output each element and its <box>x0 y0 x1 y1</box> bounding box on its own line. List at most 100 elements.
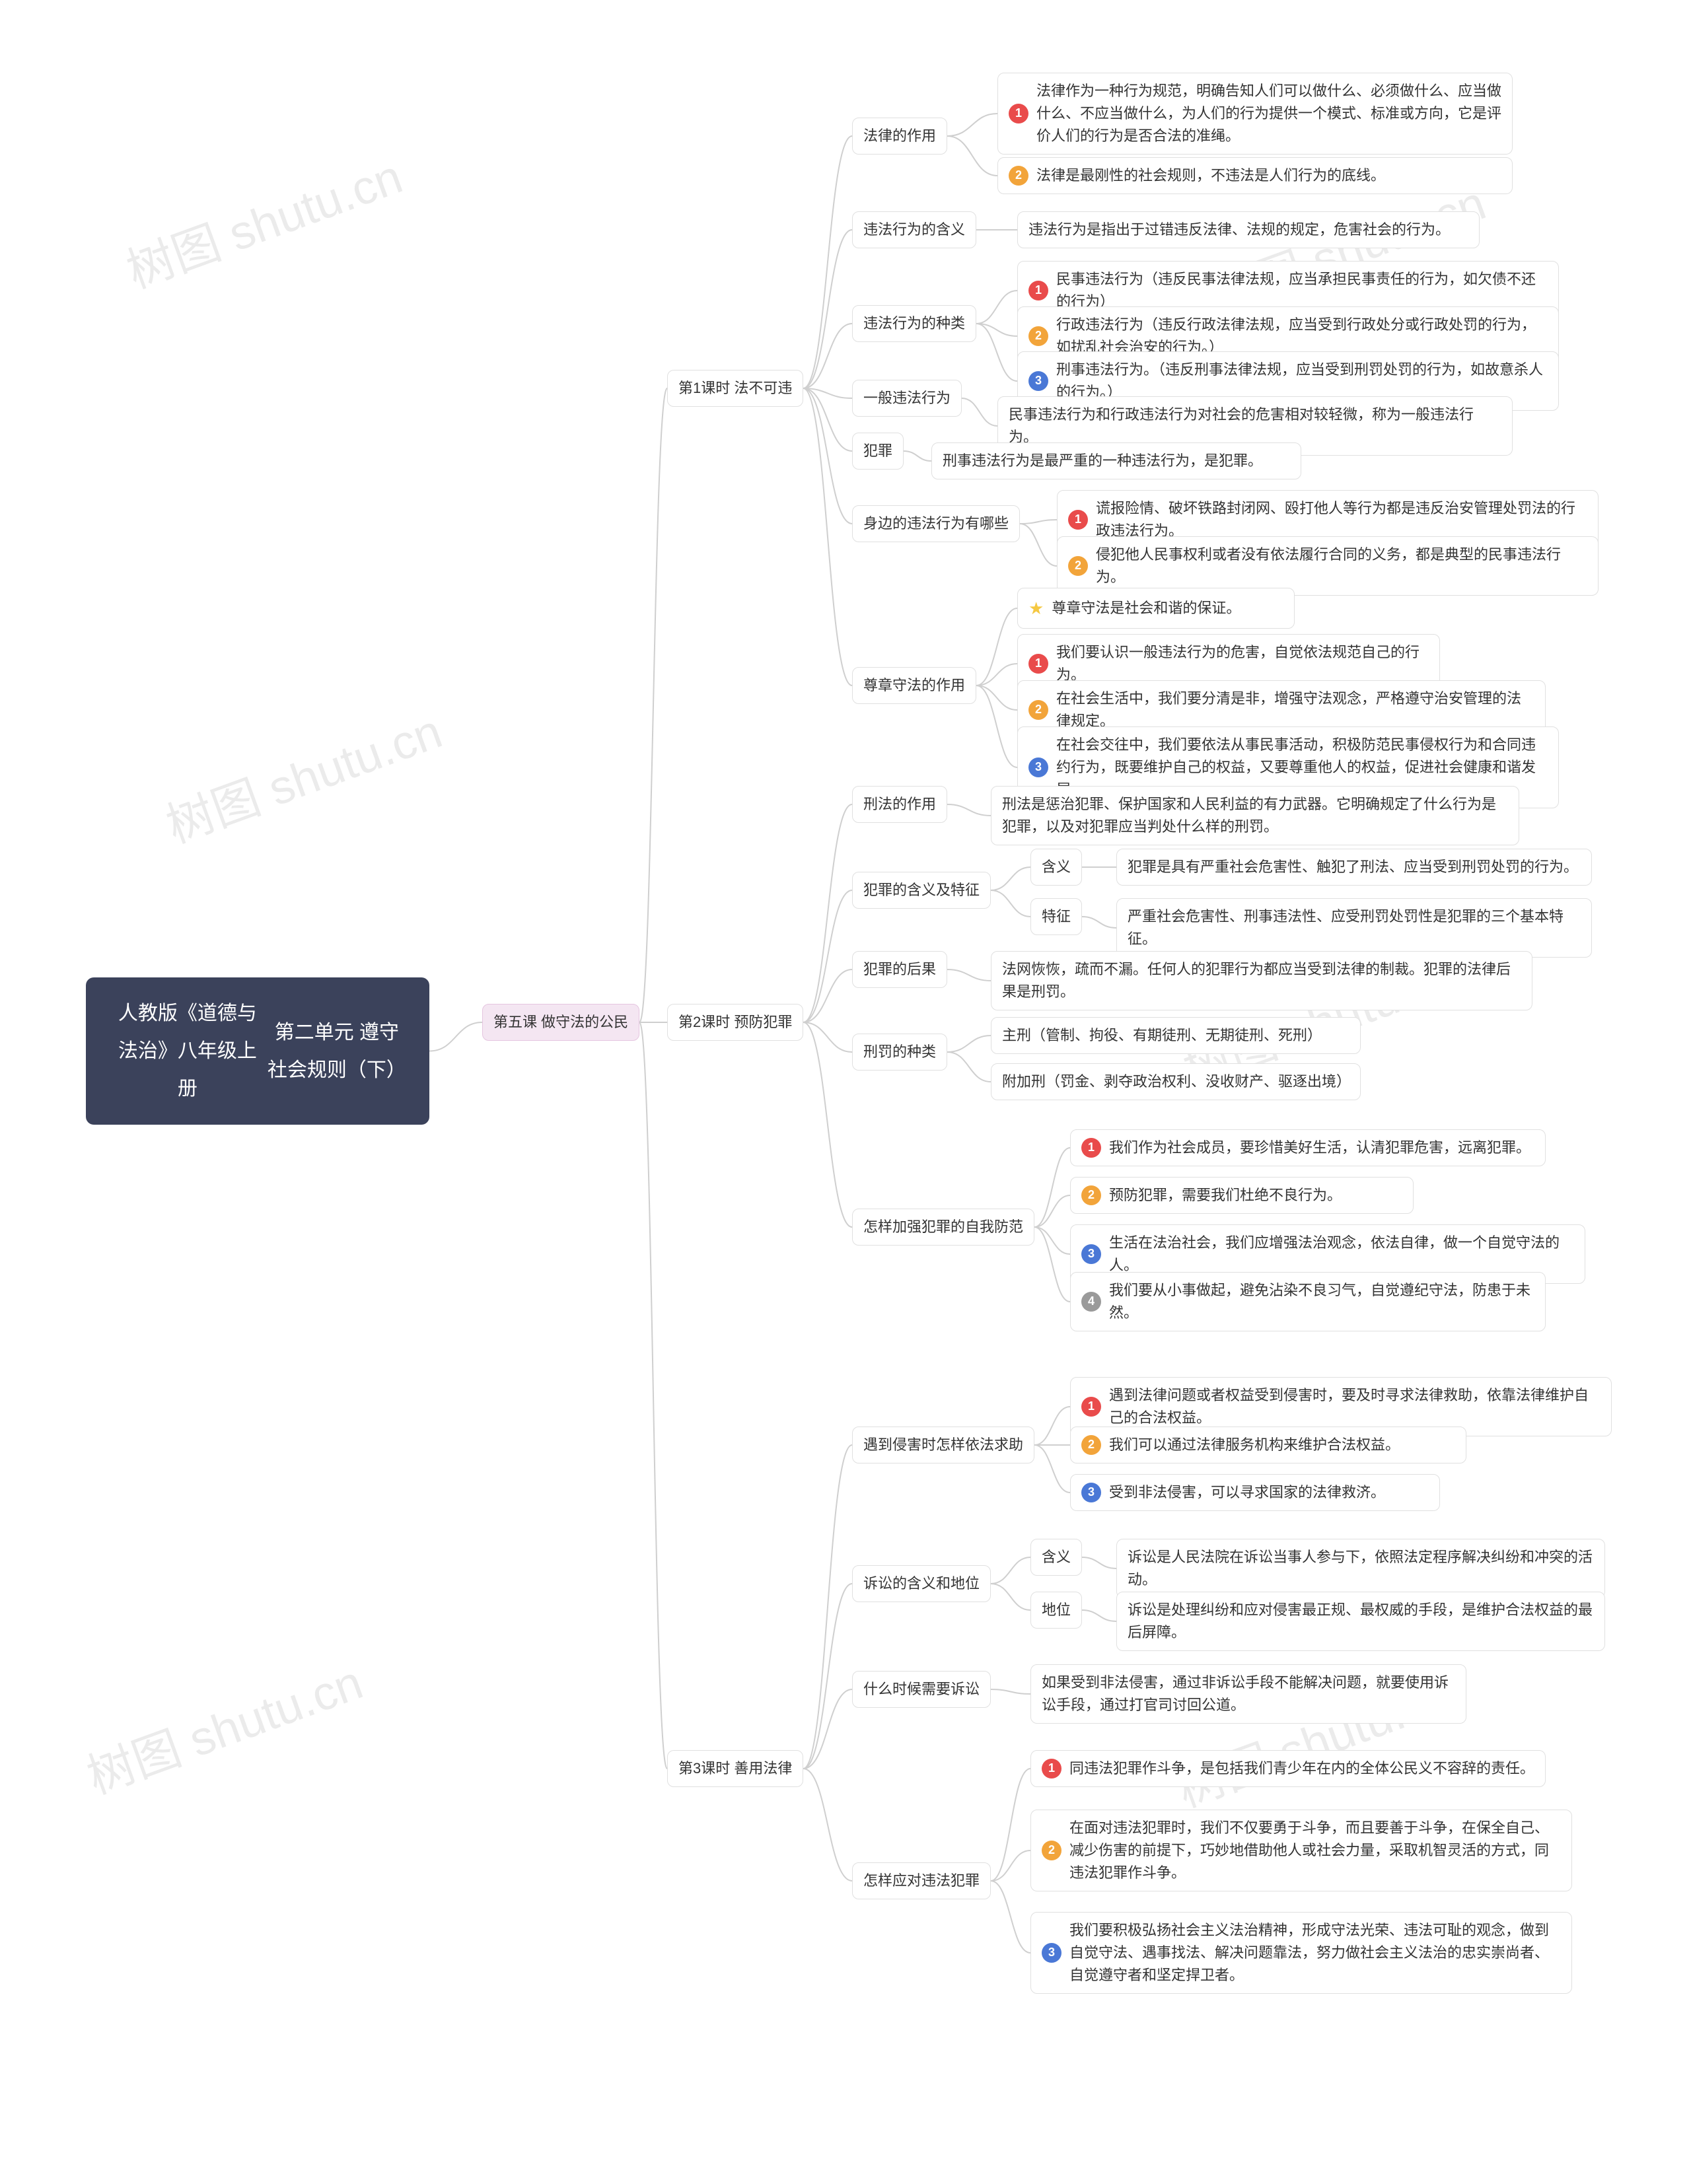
connector <box>976 608 1017 686</box>
connector <box>429 1022 482 1051</box>
leaf-text: 主刑（管制、拘役、有期徒刑、无期徒刑、死刑） <box>1002 1024 1322 1047</box>
leaf-node: 犯罪是具有严重社会危害性、触犯了刑法、应当受到刑罚处罚的行为。 <box>1116 849 1592 886</box>
connector <box>1034 1227 1070 1302</box>
connector <box>1034 1445 1070 1493</box>
connector <box>947 969 991 981</box>
leaf-text: 遇到法律问题或者权益受到侵害时，要及时寻求法律救助，依靠法律维护自己的合法权益。 <box>1109 1384 1601 1429</box>
branch-node: 怎样加强犯罪的自我防范 <box>852 1209 1034 1246</box>
connector <box>976 664 1017 686</box>
leaf-node: 2侵犯他人民事权利或者没有依法履行合同的义务，都是典型的民事违法行为。 <box>1057 536 1599 596</box>
connector <box>803 1584 852 1769</box>
branch-node: 违法行为的含义 <box>852 211 976 248</box>
connector <box>1082 917 1116 928</box>
connector <box>803 1769 852 1881</box>
connector <box>976 324 1017 381</box>
section-node: 第1课时 法不可违 <box>667 370 803 407</box>
badge-3: 3 <box>1028 371 1048 391</box>
connector <box>991 1850 1030 1881</box>
lesson5-label: 第五课 做守法的公民 <box>493 1011 628 1034</box>
connector <box>991 1689 1030 1694</box>
branch-node: 怎样应对违法犯罪 <box>852 1862 991 1899</box>
leaf-node: 1同违法犯罪作斗争，是包括我们青少年在内的全体公民义不容辞的责任。 <box>1030 1750 1546 1787</box>
lesson5-node: 第五课 做守法的公民 <box>482 1004 639 1041</box>
leaf-node: 主刑（管制、拘役、有期徒刑、无期徒刑、死刑） <box>991 1017 1361 1054</box>
badge-3: 3 <box>1042 1943 1061 1963</box>
leaf-node: 严重社会危害性、刑事违法性、应受刑罚处罚性是犯罪的三个基本特征。 <box>1116 898 1592 958</box>
branch-node: 什么时候需要诉讼 <box>852 1671 991 1708</box>
leaf-text: 我们作为社会成员，要珍惜美好生活，认清犯罪危害，远离犯罪。 <box>1109 1137 1530 1159</box>
badge-2: 2 <box>1009 166 1028 186</box>
leaf-text: 法律是最刚性的社会规则，不违法是人们行为的底线。 <box>1036 164 1385 187</box>
leaf-text: 我们要积极弘扬社会主义法治精神，形成守法光荣、违法可耻的观念，做到自觉守法、遇事… <box>1069 1919 1561 1987</box>
connector <box>991 1557 1030 1584</box>
subbranch-node: 含义 <box>1030 849 1082 886</box>
leaf-text: 我们要从小事做起，避免沾染不良习气，自觉遵纪守法，防患于未然。 <box>1109 1279 1534 1324</box>
connector <box>1082 1557 1116 1568</box>
connector <box>947 804 991 816</box>
connector <box>976 291 1017 324</box>
leaf-node: 1 我们作为社会成员，要珍惜美好生活，认清犯罪危害，远离犯罪。 <box>1070 1129 1546 1166</box>
connector <box>803 1022 852 1052</box>
leaf-text: 尊章守法是社会和谐的保证。 <box>1052 597 1241 619</box>
section-node: 第3课时 善用法律 <box>667 1750 803 1787</box>
branch-node: 犯罪的含义及特征 <box>852 872 991 909</box>
connector <box>1020 520 1057 524</box>
leaf-text: 刑法是惩治犯罪、保护国家和人民利益的有力武器。它明确规定了什么行为是犯罪，以及对… <box>1002 793 1508 838</box>
branch-node: 刑罚的种类 <box>852 1034 947 1071</box>
connector <box>803 1445 852 1769</box>
connector <box>947 114 997 136</box>
connector <box>976 686 1017 767</box>
badge-2: 2 <box>1081 1435 1101 1455</box>
leaf-node: 2我们可以通过法律服务机构来维护合法权益。 <box>1070 1427 1466 1463</box>
connector <box>803 388 852 398</box>
branch-node: 刑法的作用 <box>852 786 947 823</box>
watermark: 树图 shutu.cn <box>76 1644 371 1808</box>
badge-1: 1 <box>1028 654 1048 674</box>
badge-1: 1 <box>1068 510 1088 530</box>
mindmap-canvas: 树图 shutu.cn树图 shutu.cn树图 shutu.cn树图 shut… <box>0 0 1691 2184</box>
leaf-node: 刑法是惩治犯罪、保护国家和人民利益的有力武器。它明确规定了什么行为是犯罪，以及对… <box>991 786 1519 845</box>
leaf-node: 刑事违法行为是最严重的一种违法行为，是犯罪。 <box>931 442 1301 479</box>
branch-node: 违法行为的种类 <box>852 305 976 342</box>
connector <box>803 1689 852 1769</box>
branch-node: 遇到侵害时怎样依法求助 <box>852 1427 1034 1463</box>
connector <box>962 398 997 426</box>
branch-node: 身边的违法行为有哪些 <box>852 505 1020 542</box>
connector <box>947 1052 991 1082</box>
badge-1: 1 <box>1028 281 1048 300</box>
leaf-text: 受到非法侵害，可以寻求国家的法律救济。 <box>1109 1481 1385 1504</box>
connector <box>803 804 852 1022</box>
badge-2: 2 <box>1028 700 1048 720</box>
leaf-text: 生活在法治社会，我们应增强法治观念，依法自律，做一个自觉守法的人。 <box>1109 1232 1574 1277</box>
connector <box>1034 1407 1070 1445</box>
leaf-node: 违法行为是指出于过错违反法律、法规的规定，危害社会的行为。 <box>1017 211 1480 248</box>
leaf-text: 在面对违法犯罪时，我们不仅要勇于斗争，而且要善于斗争，在保全自己、减少伤害的前提… <box>1069 1817 1561 1884</box>
badge-2: 2 <box>1042 1841 1061 1860</box>
badge-3: 3 <box>1081 1244 1101 1264</box>
leaf-text: 严重社会危害性、刑事违法性、应受刑罚处罚性是犯罪的三个基本特征。 <box>1128 905 1581 950</box>
badge-1: 1 <box>1081 1138 1101 1158</box>
root-line1: 人教版《道德与法治》八年级上册 <box>108 995 267 1108</box>
leaf-text: 犯罪是具有严重社会危害性、触犯了刑法、应当受到刑罚处罚的行为。 <box>1128 856 1578 878</box>
subbranch-node: 特征 <box>1030 898 1082 935</box>
subbranch-node: 含义 <box>1030 1539 1082 1576</box>
leaf-node: 附加刑（罚金、剥夺政治权利、没收财产、驱逐出境） <box>991 1063 1361 1100</box>
connector <box>991 890 1030 917</box>
watermark: 树图 shutu.cn <box>155 693 450 857</box>
connector <box>947 136 997 176</box>
connector <box>639 1022 667 1769</box>
subbranch-node: 地位 <box>1030 1592 1082 1629</box>
leaf-node: 3 我们要积极弘扬社会主义法治精神，形成守法光荣、违法可耻的观念，做到自觉守法、遇… <box>1030 1912 1572 1994</box>
leaf-text: 民事违法行为和行政违法行为对社会的危害相对较轻微，称为一般违法行为。 <box>1009 404 1501 448</box>
leaf-text: 诉讼是人民法院在诉讼当事人参与下，依照法定程序解决纠纷和冲突的活动。 <box>1128 1546 1594 1591</box>
star-icon: ★ <box>1028 595 1044 621</box>
leaf-text: 附加刑（罚金、剥夺政治权利、没收财产、驱逐出境） <box>1002 1071 1349 1093</box>
badge-1: 1 <box>1009 104 1028 123</box>
connector <box>803 388 852 451</box>
leaf-node: 2预防犯罪，需要我们杜绝不良行为。 <box>1070 1177 1414 1214</box>
connector <box>976 686 1017 710</box>
leaf-node: 诉讼是人民法院在诉讼当事人参与下，依照法定程序解决纠纷和冲突的活动。 <box>1116 1539 1605 1598</box>
badge-1: 1 <box>1042 1759 1061 1779</box>
connector <box>947 1036 991 1052</box>
root-node: 人教版《道德与法治》八年级上册第二单元 遵守社会规则（下） <box>86 977 429 1125</box>
